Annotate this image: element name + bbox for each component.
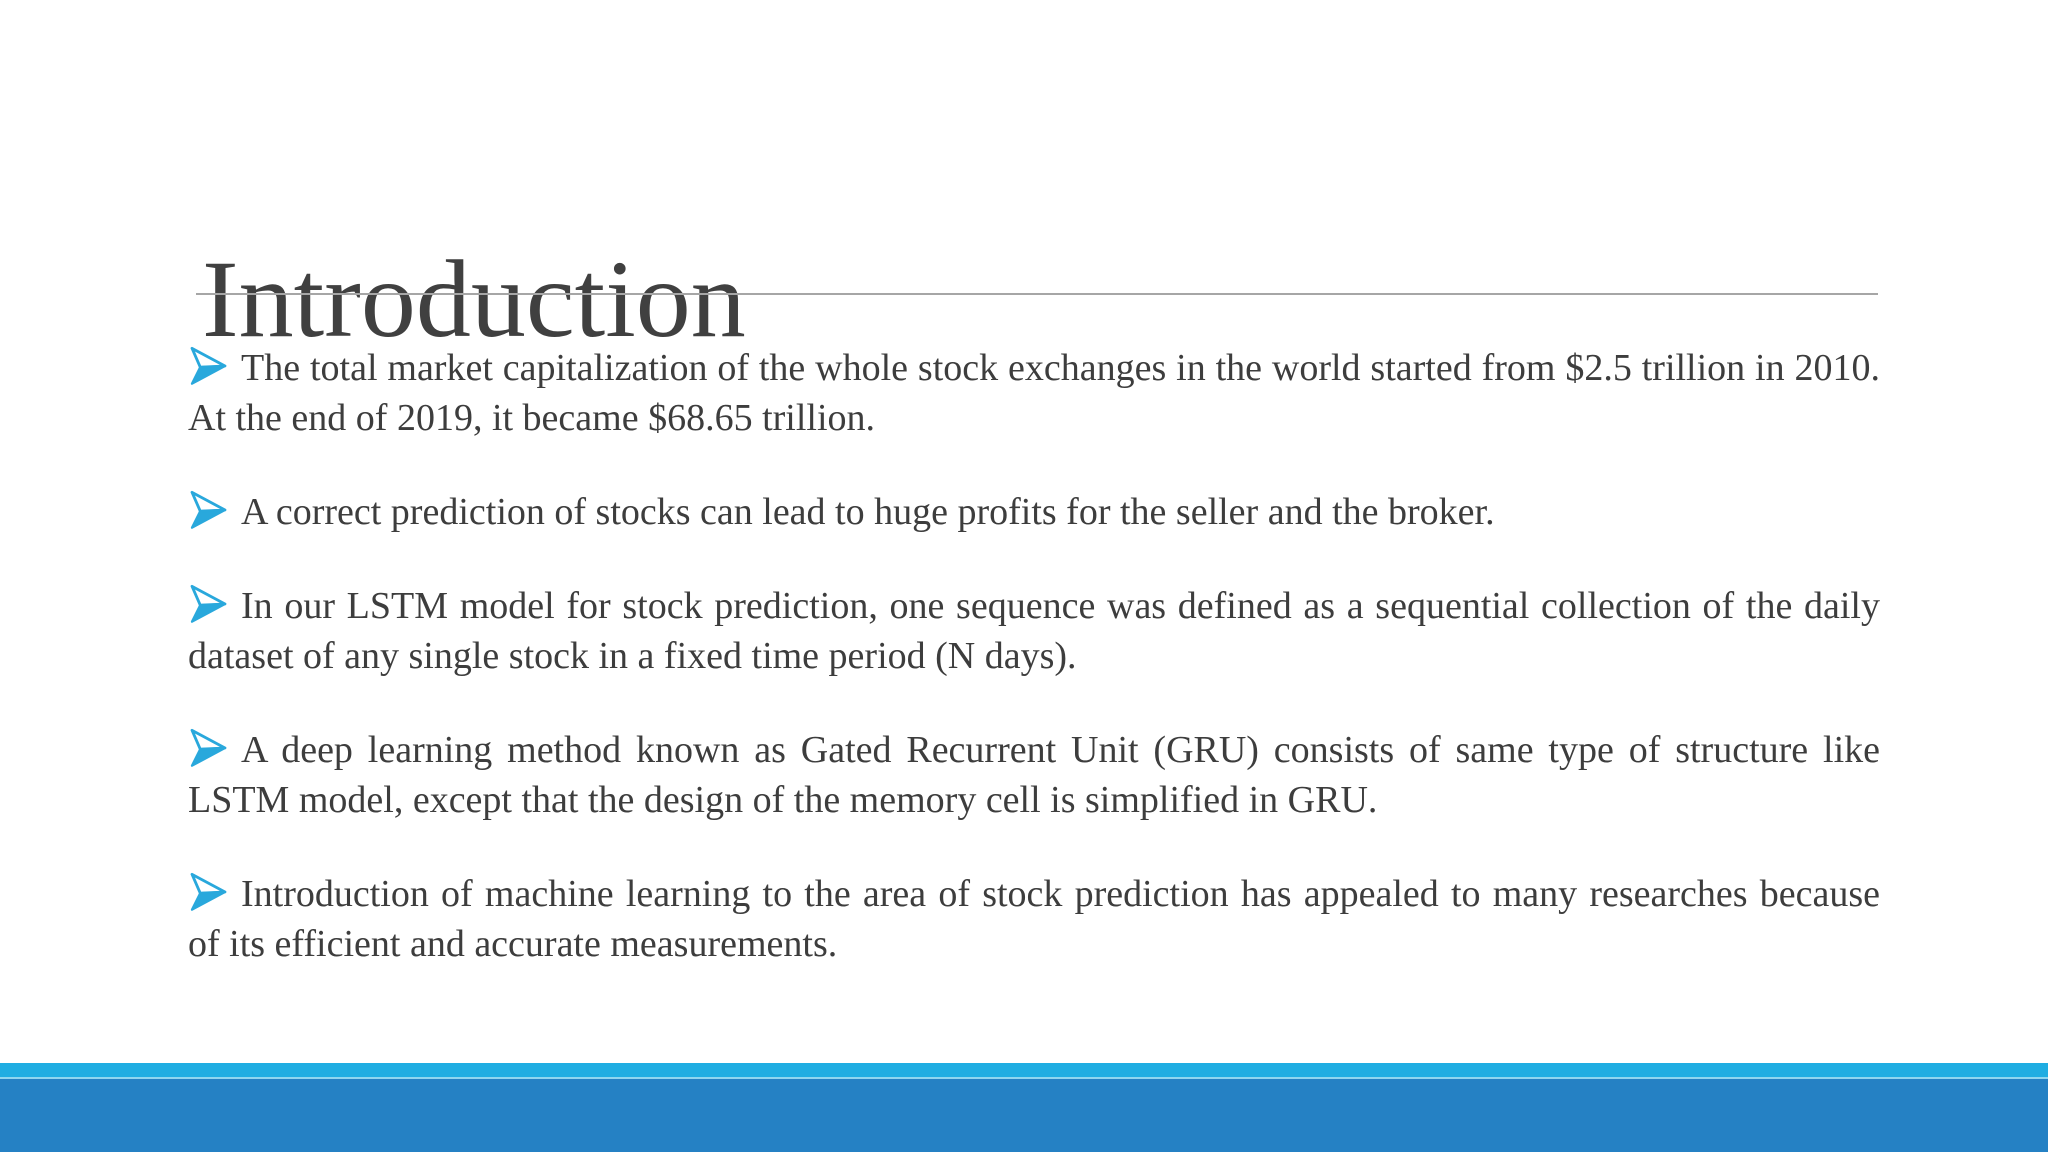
- bullet-text: The total market capitalization of the w…: [188, 347, 1880, 439]
- bullet-text: A deep learning method known as Gated Re…: [188, 729, 1880, 821]
- title-divider-line: [196, 293, 1878, 295]
- footer-accent-bar-dark: [0, 1079, 2048, 1152]
- bullet-text: In our LSTM model for stock prediction, …: [188, 585, 1880, 677]
- arrow-bullet-icon: [188, 872, 229, 912]
- bullet-item: The total market capitalization of the w…: [188, 343, 1880, 443]
- footer-accent-bar-light: [0, 1063, 2048, 1079]
- bullet-text: A correct prediction of stocks can lead …: [241, 491, 1495, 533]
- arrow-bullet-icon: [188, 490, 229, 530]
- arrow-bullet-icon: [188, 728, 229, 768]
- arrow-bullet-icon: [188, 346, 229, 386]
- bullet-list: The total market capitalization of the w…: [188, 299, 1880, 969]
- bullet-item: A correct prediction of stocks can lead …: [188, 487, 1880, 537]
- bullet-item: Introduction of machine learning to the …: [188, 869, 1880, 969]
- slide-title: Introduction: [202, 237, 746, 360]
- arrow-bullet-icon: [188, 584, 229, 624]
- bullet-item: A deep learning method known as Gated Re…: [188, 725, 1880, 825]
- bullet-item: In our LSTM model for stock prediction, …: [188, 581, 1880, 681]
- bullet-text: Introduction of machine learning to the …: [188, 873, 1880, 965]
